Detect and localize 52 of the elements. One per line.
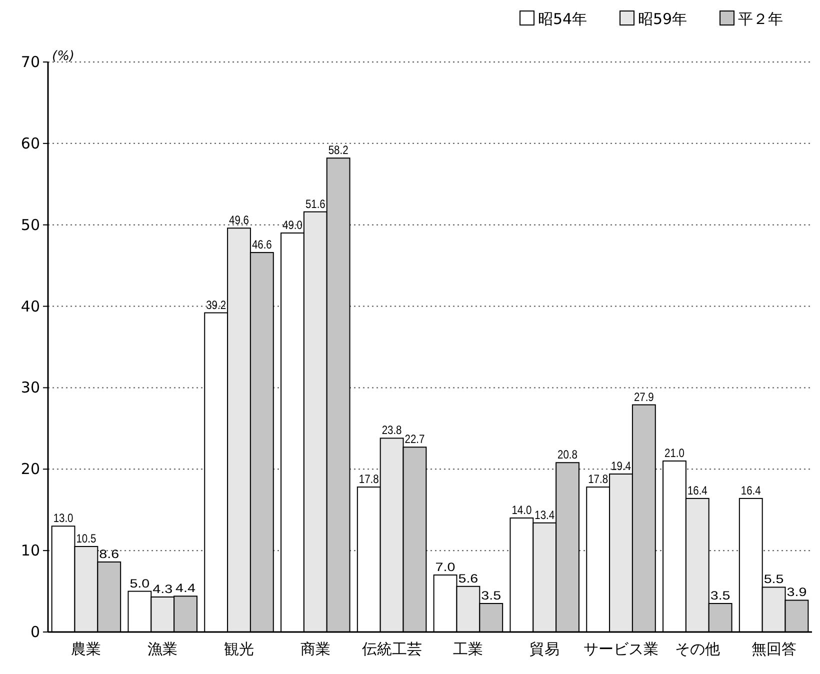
data-label: 23.8	[382, 423, 406, 438]
data-label: 7.0	[435, 560, 456, 574]
data-label: 16.4	[687, 483, 711, 498]
y-tick-label: 30	[20, 378, 40, 397]
y-tick-label: 60	[20, 134, 40, 152]
data-label: 39.2	[206, 298, 230, 312]
x-tick-label: 伝統工芸	[362, 640, 422, 658]
data-label: 16.4	[740, 483, 764, 498]
data-label: 13.4	[534, 508, 558, 522]
data-label: 3.5	[710, 588, 731, 602]
data-label: 46.6	[252, 238, 276, 252]
x-tick-label: 貿易	[530, 640, 560, 658]
legend-label: 平２年	[738, 10, 783, 28]
data-label: 22.7	[404, 432, 428, 446]
data-label: 5.0	[130, 576, 150, 590]
data-label: 49.0	[282, 218, 306, 232]
data-label: 5.5	[764, 572, 784, 586]
data-label: 8.6	[99, 546, 120, 561]
data-label: 17.8	[358, 472, 382, 486]
data-label: 49.6	[229, 213, 252, 228]
y-tick-label: 70	[20, 53, 40, 71]
data-label: 27.9	[634, 390, 658, 404]
data-label: 51.6	[305, 196, 329, 211]
x-tick-label: 漁業	[148, 640, 178, 658]
y-axis-title: (%)	[52, 49, 74, 64]
x-tick-label: 商業	[300, 640, 330, 658]
x-tick-label: 農業	[71, 640, 102, 658]
data-label: 3.5	[481, 588, 502, 602]
data-label: 3.9	[786, 585, 808, 600]
data-label: 13.0	[53, 511, 77, 526]
data-label: 5.6	[458, 571, 479, 586]
data-label: 21.0	[664, 446, 688, 460]
data-label: 58.2	[328, 143, 352, 158]
y-tick-label: 10	[20, 542, 40, 560]
y-tick-label: 20	[20, 460, 40, 478]
legend-label: 昭54年	[538, 10, 588, 28]
y-tick-label: 40	[20, 297, 40, 316]
x-tick-label: 無回答	[751, 640, 796, 658]
data-label: 17.8	[588, 472, 612, 486]
data-label: 4.4	[176, 581, 196, 596]
x-tick-label: 観光	[224, 640, 254, 658]
legend-label: 昭59年	[638, 10, 688, 28]
data-label: 14.0	[512, 503, 536, 517]
data-label: 20.8	[558, 448, 581, 462]
data-label: 10.5	[76, 532, 100, 546]
x-tick-label: サービス業	[584, 640, 658, 658]
y-tick-label: 0	[30, 623, 40, 641]
data-label: 4.3	[152, 582, 173, 596]
data-label: 19.4	[611, 459, 634, 474]
x-tick-label: その他	[674, 640, 720, 658]
x-tick-label: 工業	[453, 640, 484, 658]
y-tick-label: 50	[20, 216, 40, 234]
